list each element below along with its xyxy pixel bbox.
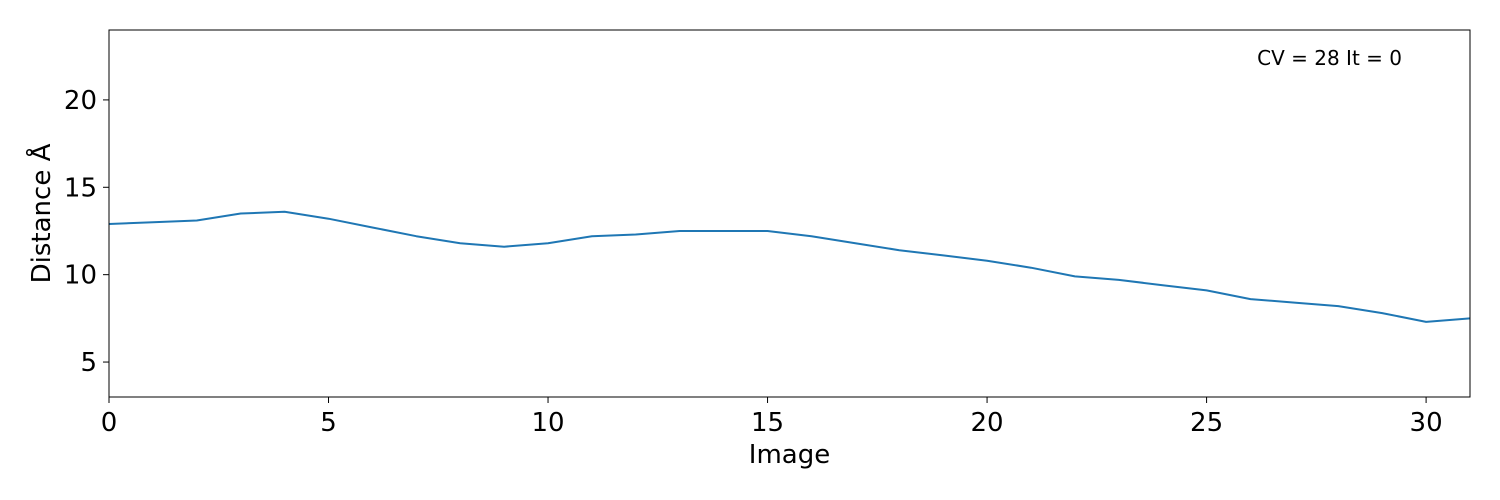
y-tick-label: 20 (64, 86, 97, 116)
y-axis-label: Distance Å (25, 143, 57, 283)
x-tick-label: 20 (971, 408, 1004, 438)
plot-frame (108, 29, 1471, 398)
series-line (108, 210, 1471, 323)
x-tick-label: 0 (101, 408, 118, 438)
x-tick-label: 15 (751, 408, 784, 438)
x-tick-label: 30 (1410, 408, 1443, 438)
y-tick-label: 15 (64, 173, 97, 203)
y-tick-label: 10 (64, 261, 97, 291)
annotation-text: CV = 28 It = 0 (1257, 46, 1402, 70)
y-tick-label: 5 (80, 348, 97, 378)
x-tick-label: 25 (1190, 408, 1223, 438)
x-tick-label: 5 (320, 408, 337, 438)
x-tick-label: 10 (531, 408, 564, 438)
x-axis-label: Image (749, 440, 830, 470)
series-line-layer (108, 210, 1471, 323)
